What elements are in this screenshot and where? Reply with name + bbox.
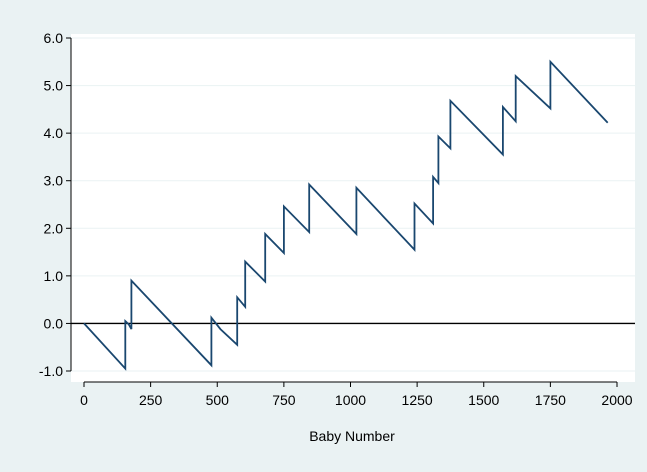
y-tick-label-5: 4.0	[44, 125, 64, 141]
y-tick-label-0: -1.0	[39, 363, 63, 379]
y-tick-label-7: 6.0	[44, 30, 64, 46]
axes: -1.0 0.0 1.0 2.0 3.0 4.0 5.0 6.0 0 250 500 750 1000 1…	[39, 30, 633, 408]
x-tick-label-4: 1000	[335, 392, 366, 408]
y-tick-label-1: 0.0	[44, 315, 64, 331]
y-tick-label-3: 2.0	[44, 220, 64, 236]
x-tick-label-7: 1750	[535, 392, 566, 408]
series-line-0	[83, 59, 609, 371]
series-layer	[83, 59, 609, 371]
x-tick-label-0: 0	[80, 392, 88, 408]
x-tick-label-6: 1500	[468, 392, 499, 408]
x-tick-label-2: 500	[206, 392, 230, 408]
x-axis-title: Baby Number	[309, 428, 395, 444]
x-tick-label-8: 2000	[601, 392, 632, 408]
y-tick-label-4: 3.0	[44, 173, 64, 189]
y-tick-label-6: 5.0	[44, 78, 64, 94]
x-tick-label-5: 1250	[402, 392, 433, 408]
y-tick-label-2: 1.0	[44, 268, 64, 284]
x-tick-label-3: 750	[272, 392, 296, 408]
x-tick-label-1: 250	[139, 392, 163, 408]
